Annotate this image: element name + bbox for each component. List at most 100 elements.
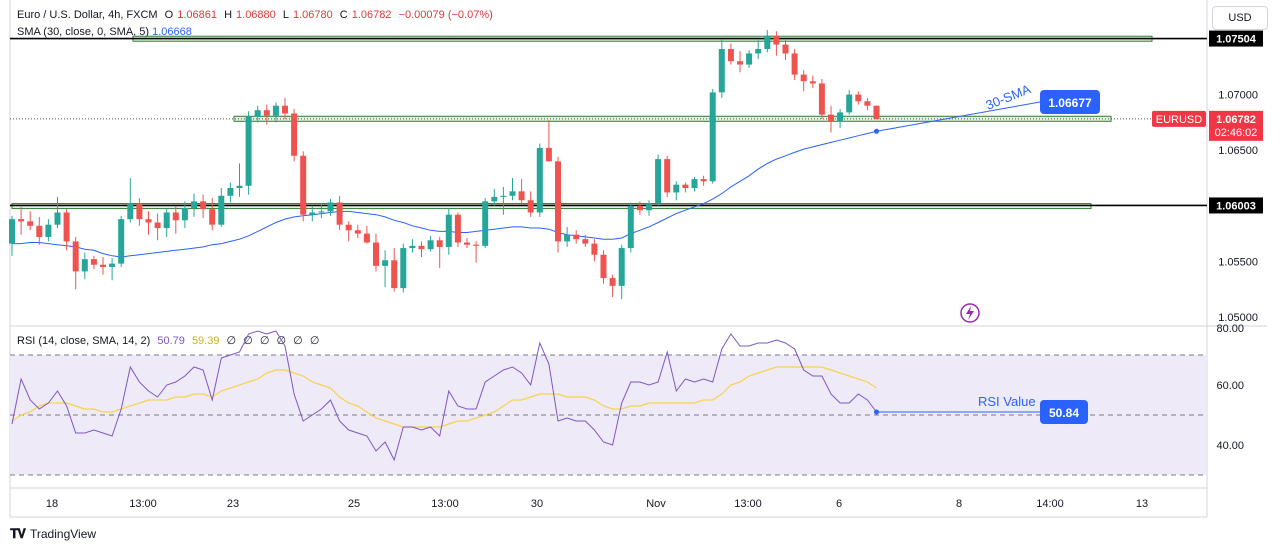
- candle-up[interactable]: [236, 185, 243, 189]
- tradingview-logo[interactable]: 𝐓𝐕 TradingView: [10, 526, 96, 542]
- candle-down[interactable]: [90, 259, 97, 265]
- candle-down[interactable]: [828, 114, 834, 122]
- candle-down[interactable]: [100, 264, 106, 267]
- sma-line[interactable]: [12, 130, 877, 258]
- candle-down[interactable]: [464, 242, 470, 245]
- candle-up[interactable]: [482, 201, 489, 246]
- candle-up[interactable]: [646, 203, 652, 211]
- candle-down[interactable]: [136, 203, 143, 220]
- candle-down[interactable]: [737, 61, 743, 65]
- rsi-ma-line[interactable]: [11, 366, 877, 428]
- candle-up[interactable]: [245, 116, 252, 186]
- lightning-icon[interactable]: [960, 303, 980, 323]
- candle-up[interactable]: [691, 179, 698, 189]
- rsi-pane[interactable]: [10, 330, 1207, 476]
- candle-down[interactable]: [336, 202, 343, 225]
- candle-down[interactable]: [800, 74, 807, 82]
- candle-up[interactable]: [163, 212, 170, 229]
- candle-down[interactable]: [527, 200, 534, 213]
- candle-up[interactable]: [109, 263, 116, 267]
- candle-up[interactable]: [673, 184, 680, 193]
- candle-down[interactable]: [791, 53, 798, 75]
- candle-down[interactable]: [354, 230, 361, 234]
- candle-up[interactable]: [191, 201, 197, 209]
- candle-up[interactable]: [45, 224, 52, 237]
- candle-up[interactable]: [254, 110, 261, 117]
- candle-down[interactable]: [72, 241, 79, 272]
- candle-down[interactable]: [518, 191, 525, 201]
- candle-up[interactable]: [309, 212, 316, 215]
- candle-up[interactable]: [181, 208, 188, 221]
- candle-up[interactable]: [618, 248, 625, 286]
- candle-down[interactable]: [418, 245, 425, 250]
- candle-down[interactable]: [36, 225, 43, 237]
- candle-down[interactable]: [63, 212, 70, 242]
- candle-down[interactable]: [209, 209, 216, 225]
- candle-up[interactable]: [746, 53, 753, 65]
- candle-up[interactable]: [500, 195, 507, 197]
- candle-down[interactable]: [591, 243, 598, 255]
- candle-down[interactable]: [345, 224, 352, 231]
- candle-down[interactable]: [363, 233, 370, 243]
- candle-down[interactable]: [300, 155, 307, 215]
- candle-up[interactable]: [127, 203, 134, 220]
- candle-up[interactable]: [837, 112, 844, 122]
- candle-down[interactable]: [555, 161, 561, 242]
- candle-down[interactable]: [809, 81, 816, 84]
- candle-down[interactable]: [154, 222, 161, 229]
- currency-button[interactable]: USD: [1212, 6, 1268, 30]
- candle-up[interactable]: [9, 219, 15, 244]
- candle-down[interactable]: [873, 105, 880, 120]
- candle-up[interactable]: [491, 196, 498, 202]
- candle-down[interactable]: [436, 240, 443, 247]
- candle-up[interactable]: [118, 219, 125, 264]
- candle-up[interactable]: [327, 202, 334, 212]
- candle-down[interactable]: [727, 49, 734, 62]
- candle-down[interactable]: [855, 94, 862, 102]
- candle-down[interactable]: [864, 101, 871, 106]
- candle-up[interactable]: [400, 248, 407, 289]
- candle-up[interactable]: [218, 195, 225, 225]
- candle-down[interactable]: [200, 201, 207, 210]
- candle-up[interactable]: [81, 259, 88, 272]
- candle-up[interactable]: [509, 191, 516, 196]
- candle-up[interactable]: [427, 240, 434, 250]
- candle-up[interactable]: [382, 260, 389, 266]
- candle-down[interactable]: [582, 239, 589, 244]
- candle-down[interactable]: [473, 244, 480, 246]
- candle-down[interactable]: [664, 159, 671, 193]
- candle-up[interactable]: [227, 188, 234, 196]
- candle-down[interactable]: [636, 205, 643, 211]
- candle-up[interactable]: [409, 245, 416, 249]
- candle-up[interactable]: [54, 212, 61, 225]
- candle-down[interactable]: [700, 179, 707, 182]
- rsi-line[interactable]: [11, 330, 877, 462]
- candle-up[interactable]: [627, 205, 634, 249]
- candle-up[interactable]: [655, 159, 662, 204]
- candle-down[interactable]: [27, 221, 34, 226]
- candle-down[interactable]: [782, 44, 789, 54]
- candle-down[interactable]: [609, 278, 616, 286]
- candle-up[interactable]: [536, 147, 543, 213]
- candle-up[interactable]: [755, 49, 762, 54]
- price-pane[interactable]: [9, 30, 1207, 300]
- candle-down[interactable]: [391, 260, 398, 289]
- candle-up[interactable]: [846, 94, 853, 113]
- candle-down[interactable]: [818, 83, 825, 115]
- rsi-legend[interactable]: RSI (14, close, SMA, 14, 2) 50.79 59.39 …: [17, 334, 323, 347]
- candle-down[interactable]: [18, 219, 25, 222]
- candle-down[interactable]: [682, 184, 689, 189]
- candle-up[interactable]: [445, 214, 452, 247]
- candle-up[interactable]: [564, 234, 571, 242]
- candle-down[interactable]: [454, 214, 461, 243]
- candle-up[interactable]: [764, 35, 771, 50]
- candle-down[interactable]: [282, 105, 288, 114]
- candle-down[interactable]: [545, 147, 552, 162]
- candle-down[interactable]: [145, 219, 152, 223]
- candle-up[interactable]: [709, 92, 716, 182]
- candle-down[interactable]: [373, 242, 379, 266]
- candle-down[interactable]: [573, 234, 580, 240]
- candle-up[interactable]: [718, 49, 725, 93]
- candle-down[interactable]: [600, 254, 607, 279]
